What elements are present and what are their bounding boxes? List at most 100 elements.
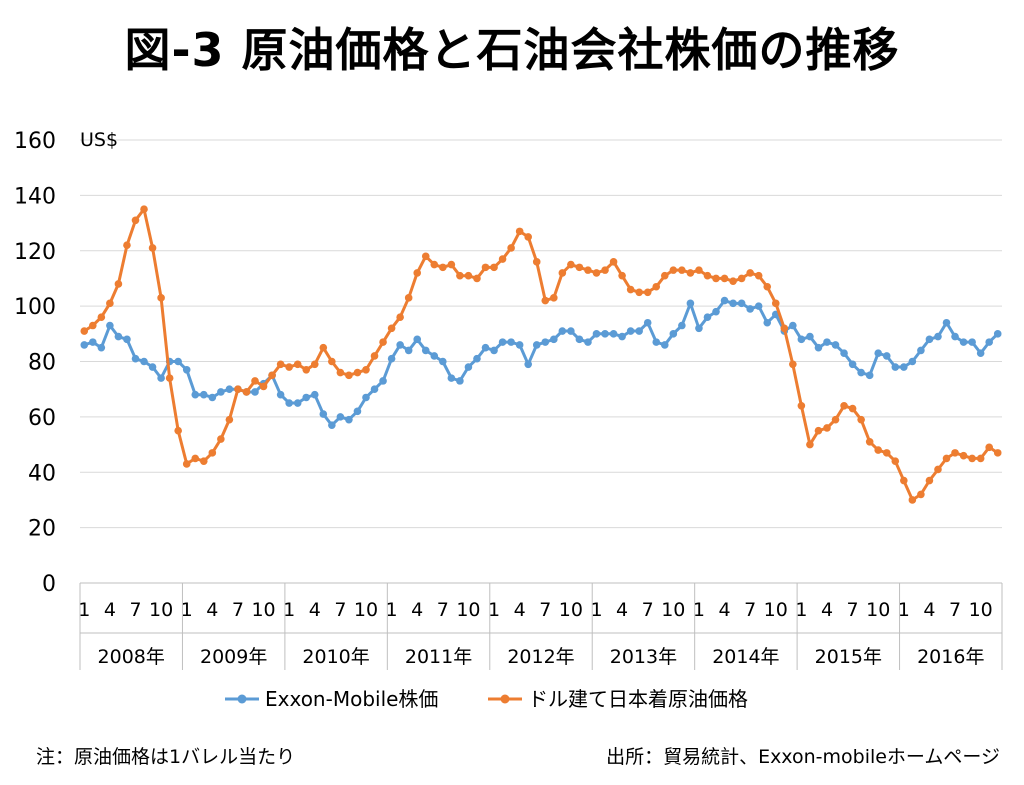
data-point (140, 205, 148, 214)
data-point (908, 496, 917, 504)
data-point (148, 244, 157, 252)
data-point (823, 424, 831, 432)
data-point (780, 324, 789, 333)
x-month-label: 1 (795, 599, 807, 621)
data-point (302, 393, 311, 402)
series-layer (80, 205, 1002, 504)
data-point (601, 330, 609, 338)
data-point (951, 449, 959, 457)
data-point (464, 363, 473, 371)
data-point (865, 371, 874, 380)
data-point (686, 269, 695, 277)
data-point (959, 338, 968, 346)
data-point (532, 341, 541, 349)
data-point (865, 437, 874, 446)
data-point (712, 307, 720, 316)
series-line-1 (83, 299, 999, 427)
legend-swatch-marker (237, 694, 247, 704)
data-point (345, 371, 353, 380)
data-point (746, 305, 754, 313)
data-point (182, 366, 191, 374)
data-point (532, 258, 541, 266)
data-point (456, 271, 464, 280)
x-month-label: 10 (149, 599, 173, 621)
data-point (490, 263, 498, 272)
y-tick-label: 120 (14, 240, 56, 265)
x-month-label: 7 (437, 599, 449, 621)
data-point (652, 338, 661, 346)
data-point (199, 457, 208, 465)
data-point (567, 327, 575, 335)
data-point (643, 288, 652, 297)
data-point (917, 346, 925, 355)
x-month-label: 1 (693, 599, 705, 621)
data-point (80, 341, 89, 349)
x-month-label: 4 (718, 599, 730, 621)
data-point (208, 449, 217, 457)
x-month-label: 7 (539, 599, 551, 621)
data-point (191, 390, 200, 399)
data-point (515, 341, 524, 349)
data-point (925, 476, 934, 485)
data-point (891, 457, 900, 465)
data-point (268, 371, 276, 380)
x-year-label: 2014年 (712, 646, 779, 668)
x-month-label: 10 (866, 599, 890, 621)
x-month-label: 4 (411, 599, 423, 621)
y-tick-label: 100 (14, 295, 56, 320)
data-point (319, 410, 328, 418)
data-point (592, 330, 601, 338)
x-month-label: 10 (456, 599, 480, 621)
data-point (114, 332, 123, 341)
data-point (848, 360, 857, 369)
data-point (362, 366, 370, 374)
data-point (498, 255, 507, 263)
data-point (976, 349, 985, 357)
data-point (575, 263, 584, 272)
data-point (276, 360, 285, 369)
data-point (524, 360, 532, 369)
data-point (934, 465, 942, 474)
data-point (439, 357, 447, 366)
x-month-label: 10 (661, 599, 685, 621)
footnote: 注：原油価格は1バレル当たり (36, 746, 296, 768)
data-point (430, 260, 439, 269)
data-point (199, 390, 208, 399)
y-tick-label: 160 (14, 129, 56, 154)
data-point (89, 321, 97, 330)
data-point (550, 335, 558, 344)
data-point (609, 330, 618, 338)
x-month-label: 4 (206, 599, 218, 621)
x-month-label: 7 (744, 599, 756, 621)
x-month-label: 1 (283, 599, 295, 621)
data-point (729, 277, 737, 286)
data-point (123, 335, 131, 344)
data-point (814, 343, 823, 352)
x-month-label: 10 (764, 599, 788, 621)
series-line-2 (83, 207, 999, 502)
data-point (328, 421, 336, 429)
data-point (413, 269, 422, 277)
data-point (626, 285, 635, 294)
data-point (592, 269, 601, 277)
data-point (157, 374, 165, 382)
legend: Exxon-Mobile株価 ドル建て日本着原油価格 (225, 687, 748, 711)
x-month-label: 7 (334, 599, 346, 621)
data-point (942, 454, 951, 463)
data-point (660, 271, 669, 280)
data-point (976, 454, 985, 463)
data-point (404, 294, 413, 302)
data-point (900, 476, 908, 485)
data-point (618, 332, 626, 341)
data-point (234, 385, 242, 393)
x-month-label: 1 (386, 599, 398, 621)
data-point (771, 299, 780, 308)
x-month-label: 10 (354, 599, 378, 621)
data-point (831, 341, 840, 349)
data-point (404, 346, 413, 355)
legend-entry: Exxon-Mobile株価 (265, 687, 438, 711)
data-point (336, 413, 345, 421)
data-point (541, 338, 550, 346)
x-month-label: 1 (590, 599, 602, 621)
data-point (831, 415, 840, 424)
